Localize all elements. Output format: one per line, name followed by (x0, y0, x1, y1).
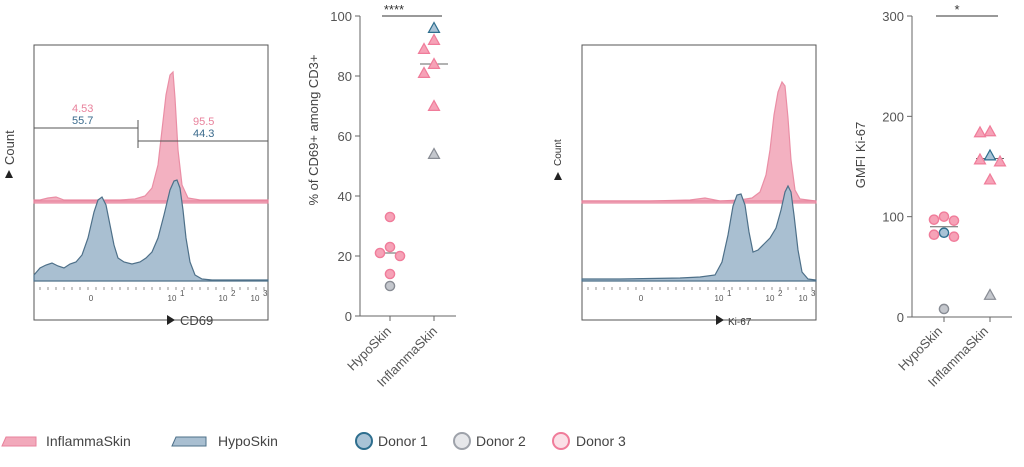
ki67-histogram-frame (581, 44, 817, 321)
ki67-xtick-1-exp: 1 (727, 289, 732, 298)
donor2-marker-icon (453, 432, 471, 450)
ki67-x-arrow-icon (716, 315, 724, 325)
ki67-xtick-3: 10 (799, 294, 808, 303)
cd69-xtick-0: 0 (89, 294, 94, 303)
data-point (417, 42, 431, 55)
cd69-y-label: Count (2, 130, 17, 165)
cd69-gate-left-pink: 4.53 (72, 103, 93, 115)
ki67-xtick-0: 0 (639, 294, 644, 303)
legend-item-donor2: Donor 2 (453, 432, 526, 450)
cd69-y-arrow-icon (5, 170, 13, 178)
cd69-significance: **** (384, 2, 404, 17)
legend-item-hyposkin: HypoSkin (171, 433, 278, 449)
data-point (427, 33, 441, 46)
y-tick-label: 0 (345, 309, 352, 324)
data-point (938, 303, 950, 315)
legend-label-hyposkin: HypoSkin (218, 433, 278, 449)
y-tick-label: 300 (882, 9, 904, 24)
data-point (948, 215, 960, 226)
legend-item-donor3: Donor 3 (552, 432, 626, 450)
hyposkin-swatch-icon (171, 436, 207, 447)
legend-label-donor3: Donor 3 (576, 433, 626, 449)
ki67-gmfi-y-label: GMFI Ki-67 (853, 122, 868, 188)
inflammaskin-swatch-icon (1, 436, 37, 447)
data-point (983, 124, 997, 137)
ki67-significance: * (954, 2, 959, 17)
data-point (394, 250, 406, 262)
y-tick-label: 40 (338, 189, 352, 204)
cd69-histogram-frame (33, 44, 269, 321)
cd69-x-label: CD69 (180, 313, 213, 328)
cd69-gate-right-pink: 95.5 (193, 116, 214, 128)
donor3-marker-icon (552, 432, 570, 450)
data-point (948, 231, 960, 243)
legend-label-donor1: Donor 1 (378, 433, 428, 449)
data-point (993, 154, 1007, 167)
data-point (384, 280, 396, 292)
data-point (417, 66, 431, 79)
data-point (938, 211, 950, 222)
ki67-x-label: Ki-67 (728, 317, 752, 328)
y-tick-label: 100 (882, 210, 904, 225)
data-point (427, 99, 441, 112)
cd69-xtick-2: 10 (219, 294, 228, 303)
legend-label-inflammaskin: InflammaSkin (46, 433, 131, 449)
cd69-percent-plot: 0 20 40 60 80 100 (330, 9, 456, 324)
data-point (384, 211, 396, 223)
legend: InflammaSkin HypoSkin Donor 1 Donor 2 Do… (1, 432, 626, 450)
cd69-xtick-1-exp: 1 (180, 289, 185, 298)
data-point (983, 172, 997, 185)
cd69-gate-right-blue: 44.3 (193, 128, 214, 140)
cd69-xtick-1: 10 (168, 294, 177, 303)
ki67-y-arrow-icon (554, 172, 562, 180)
ki67-hypo-area (581, 184, 817, 282)
ki67-gmfi-plot: 0 100 200 300 (882, 9, 1012, 325)
y-tick-label: 20 (338, 249, 352, 264)
data-point (427, 57, 441, 70)
data-point (983, 148, 997, 161)
data-point (973, 125, 987, 138)
legend-label-donor2: Donor 2 (476, 433, 526, 449)
cd69-xtick-3-exp: 3 (263, 289, 268, 298)
data-point (384, 268, 396, 280)
y-tick-label: 60 (338, 129, 352, 144)
cd69-xtick-3: 10 (251, 294, 260, 303)
legend-item-donor1: Donor 1 (355, 432, 428, 450)
cd69-x-arrow-icon (167, 315, 175, 325)
data-point (374, 247, 386, 259)
data-point (427, 147, 441, 159)
data-point (384, 241, 396, 253)
data-point (983, 288, 997, 300)
cd69-hypo-area (33, 179, 269, 282)
y-tick-label: 100 (330, 9, 352, 24)
data-point (938, 227, 950, 239)
data-point (928, 214, 940, 225)
y-tick-label: 0 (897, 310, 904, 325)
legend-item-inflammaskin: InflammaSkin (1, 433, 131, 449)
donor1-marker-icon (355, 432, 373, 450)
cd69-inflamma-area (33, 70, 269, 204)
ki67-xtick-2-exp: 2 (778, 289, 783, 298)
data-point (973, 152, 987, 165)
y-tick-label: 80 (338, 69, 352, 84)
ki67-inflamma-area (581, 80, 817, 204)
cd69-gate-left-blue: 55.7 (72, 115, 93, 127)
cd69-x-ticks (39, 287, 265, 290)
cd69-percent-y-label: % of CD69+ among CD3+ (306, 54, 321, 205)
ki67-histogram-panel: 0 10 1 10 2 10 3 Ki-67 Count (553, 44, 817, 328)
ki67-xtick-2: 10 (766, 294, 775, 303)
cd69-xtick-2-exp: 2 (231, 289, 236, 298)
ki67-x-ticks (587, 287, 813, 290)
data-point (928, 229, 940, 241)
data-point (427, 21, 441, 34)
ki67-y-label: Count (553, 139, 564, 166)
ki67-xtick-3-exp: 3 (811, 289, 816, 298)
ki67-xtick-1: 10 (715, 294, 724, 303)
cd69-histogram-panel: 4.53 55.7 95.5 44.3 0 10 1 10 2 10 3 CD6… (2, 44, 269, 328)
y-tick-label: 200 (882, 109, 904, 124)
